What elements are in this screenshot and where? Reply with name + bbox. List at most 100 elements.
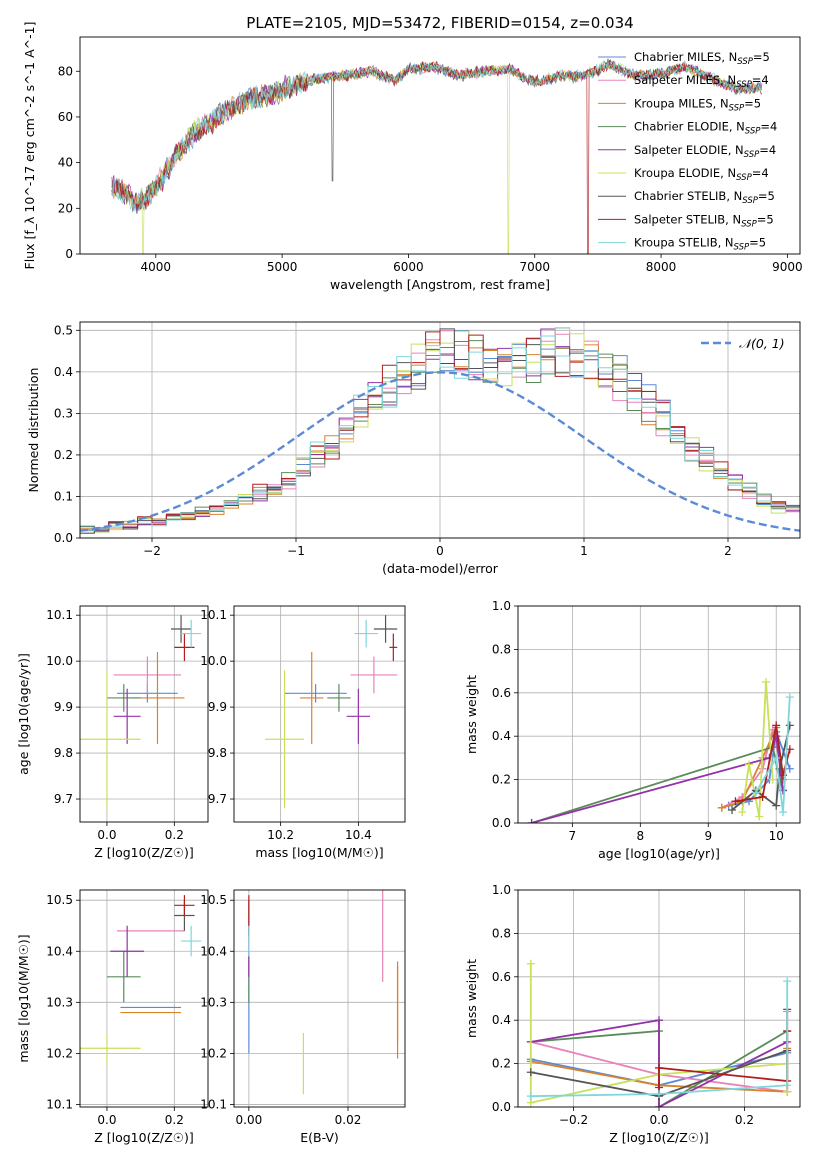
age-vs-z-ytick-label: 10.0 [46, 654, 73, 668]
age-vs-z-plot-area [80, 615, 202, 809]
weight-vs-age-ytick-label: 0.2 [492, 773, 511, 787]
weight-vs-age-xtick-label: 10 [769, 829, 784, 843]
age-vs-mass-ytick-label: 9.7 [208, 792, 227, 806]
weight-vs-age-marker-chabrier-stelib [785, 721, 794, 730]
weight-vs-age-xtick-label: 8 [636, 829, 644, 843]
weight-vs-age-xlabel: age [log10(age/yr)] [598, 846, 720, 861]
weight-vs-age-xtick-label: 9 [704, 829, 712, 843]
weight-vs-age-ytick-label: 0.8 [492, 642, 511, 656]
mass-vs-z-panel: 0.0 0.2 10.1 10.2 10.3 10.4 10.5 Z [log10(Z/Z☉)… [16, 889, 209, 1145]
weight-vs-z-marker-kroupa-stelib [655, 1089, 663, 1098]
legend-label-chabrier-stelib: Chabrier STELIB, NSSP=5 [634, 189, 775, 206]
legend-label-kroupa-elodie: Kroupa ELODIE, NSSP=4 [634, 166, 769, 183]
weight-vs-z-marker-salpeter-stelib [655, 1063, 663, 1072]
age-vs-z-ytick-label: 10.1 [46, 608, 73, 622]
weight-vs-z-ytick-label: 0.4 [492, 1013, 511, 1027]
legend-label-kroupa-miles: Kroupa MILES, NSSP=5 [634, 96, 761, 113]
mass-vs-ebv-xlabel: E(B-V) [300, 1130, 339, 1145]
weight-vs-z-ytick-label: 0.6 [492, 970, 511, 984]
weight-vs-age-marker-salpeter-stelib [772, 721, 781, 730]
mass-vs-z-ytick-label: 10.5 [46, 893, 73, 907]
age-vs-z-xtick-label: 0.2 [165, 828, 184, 842]
mass-vs-ebv-plot-area [248, 890, 399, 1095]
figure-title: PLATE=2105, MJD=53472, FIBERID=0154, z=0… [246, 14, 633, 32]
weight-vs-age-marker-kroupa-stelib [751, 788, 760, 797]
legend-label-kroupa-stelib: Kroupa STELIB, NSSP=5 [634, 236, 766, 253]
mass-vs-ebv-panel: 0.00 0.02 10.1 10.2 10.3 10.4 10.5 E(B-V) [200, 889, 406, 1145]
weight-vs-z-plot-area [526, 959, 792, 1107]
spectrum-ytick-label: 80 [58, 64, 73, 78]
spectrum-panel: 4000 5000 6000 7000 8000 9000 0 20 40 60 80 wavelen… [22, 22, 803, 292]
gaussian-curve [80, 371, 800, 532]
weight-vs-z-marker-salpeter-elodie [655, 1016, 663, 1025]
weight-vs-age-frame [517, 605, 801, 824]
spectrum-ylabel: Flux [f_λ 10^-17 erg cm^-2 s^-1 A^-1] [22, 22, 37, 270]
legend-label-salpeter-elodie: Salpeter ELODIE, NSSP=4 [634, 143, 776, 160]
gaussian-legend-label: 𝒩(0, 1) [739, 336, 785, 351]
age-vs-z-xlabel: Z [log10(Z/Z☉)] [94, 845, 194, 860]
weight-vs-age-marker-kroupa-miles [717, 803, 726, 812]
spectrum-ytick-label: 0 [65, 247, 73, 261]
weight-vs-z-marker-kroupa-stelib [783, 977, 792, 986]
weight-vs-z-marker-kroupa-elodie [526, 959, 535, 968]
weight-vs-age-marker-kroupa-elodie [738, 808, 747, 817]
residuals-xtick-label: −2 [143, 544, 161, 558]
weight-vs-z-xtick-label: 0.0 [649, 1113, 668, 1127]
weight-vs-age-ytick-label: 0.6 [492, 686, 511, 700]
mass-vs-ebv-ytick-label: 10.2 [200, 1046, 227, 1060]
weight-vs-z-ytick-label: 1.0 [492, 883, 511, 897]
residuals-xtick-label: −1 [287, 544, 305, 558]
residuals-frame [79, 321, 801, 539]
spectrum-legend: Chabrier MILES, NSSP=5 Salpeter MILES, NS… [598, 50, 777, 253]
age-vs-mass-ytick-label: 9.8 [208, 746, 227, 760]
residuals-xtick-label: 1 [580, 544, 588, 558]
age-vs-z-panel: 0.0 0.2 9.7 9.8 9.9 10.0 10.1 Z [log10(Z/Z☉)] ag… [16, 605, 209, 860]
weight-vs-z-marker-kroupa-stelib [783, 1081, 792, 1090]
weight-vs-z-xtick-label: −0.2 [559, 1113, 588, 1127]
residuals-panel: −2 −1 0 1 2 0.0 0.1 0.2 0.3 0.4 0.5 (data-model)/er… [26, 321, 801, 576]
mass-vs-ebv-ytick-label: 10.4 [200, 944, 227, 958]
residuals-ytick-label: 0.1 [54, 489, 73, 503]
legend-label-chabrier-miles: Chabrier MILES, NSSP=5 [634, 50, 770, 67]
spectrum-frame [79, 36, 801, 255]
age-vs-z-frame [79, 605, 209, 823]
weight-vs-age-marker-kroupa-stelib [772, 753, 781, 762]
residuals-ytick-label: 0.0 [54, 531, 73, 545]
weight-vs-z-marker-kroupa-stelib [526, 1092, 535, 1101]
weight-vs-z-marker-salpeter-elodie [655, 1103, 663, 1107]
weight-vs-age-marker-salpeter-stelib [758, 792, 767, 801]
spectrum-ytick-label: 60 [58, 110, 73, 124]
age-vs-mass-panel: 10.2 10.4 9.7 9.8 9.9 10.0 10.1 mass [log10(M/M… [200, 605, 406, 860]
weight-vs-age-marker-salpeter-stelib [731, 797, 740, 806]
weight-vs-age-ytick-label: 0.4 [492, 729, 511, 743]
mass-vs-z-ytick-label: 10.1 [46, 1097, 73, 1111]
age-vs-mass-frame [233, 605, 406, 823]
weight-vs-age-marker-kroupa-elodie [745, 760, 754, 769]
age-vs-mass-xlabel: mass [log10(M/M☉)] [255, 845, 383, 860]
legend-label-chabrier-elodie: Chabrier ELODIE, NSSP=4 [634, 120, 777, 137]
age-vs-z-ytick-label: 9.8 [54, 746, 73, 760]
weight-vs-age-ytick-label: 0.0 [492, 816, 511, 830]
age-vs-mass-plot-area [265, 615, 398, 809]
mass-vs-ebv-xtick-label: 0.00 [236, 1113, 263, 1127]
spectrum-ytick-label: 20 [58, 201, 73, 215]
weight-vs-age-marker-kroupa-stelib [785, 693, 794, 702]
residual-hist-kroupa-stelib [80, 335, 800, 538]
residuals-xtick-label: 2 [724, 544, 732, 558]
weight-vs-z-ytick-label: 0.0 [492, 1100, 511, 1114]
mass-vs-ebv-ytick-label: 10.5 [200, 893, 227, 907]
spectrum-xlabel: wavelength [Angstrom, rest frame] [330, 277, 550, 292]
weight-vs-age-plot-area [527, 677, 794, 823]
weight-vs-z-marker-chabrier-stelib [526, 1068, 535, 1077]
residuals-ytick-label: 0.5 [54, 323, 73, 337]
spectrum-series-chabrier-stelib [111, 58, 763, 212]
residuals-plot-area [80, 327, 800, 538]
weight-vs-age-ytick-label: 1.0 [492, 599, 511, 613]
weight-vs-age-xtick-label: 7 [569, 829, 577, 843]
weight-vs-z-ylabel: mass weight [464, 959, 479, 1038]
figure-panels: 4000 5000 6000 7000 8000 9000020406080wavelen… [16, 22, 803, 1145]
mass-vs-ebv-xtick-label: 0.02 [335, 1113, 362, 1127]
weight-vs-age-marker-kroupa-stelib [779, 808, 788, 817]
weight-vs-age-marker-kroupa-elodie [755, 812, 764, 821]
